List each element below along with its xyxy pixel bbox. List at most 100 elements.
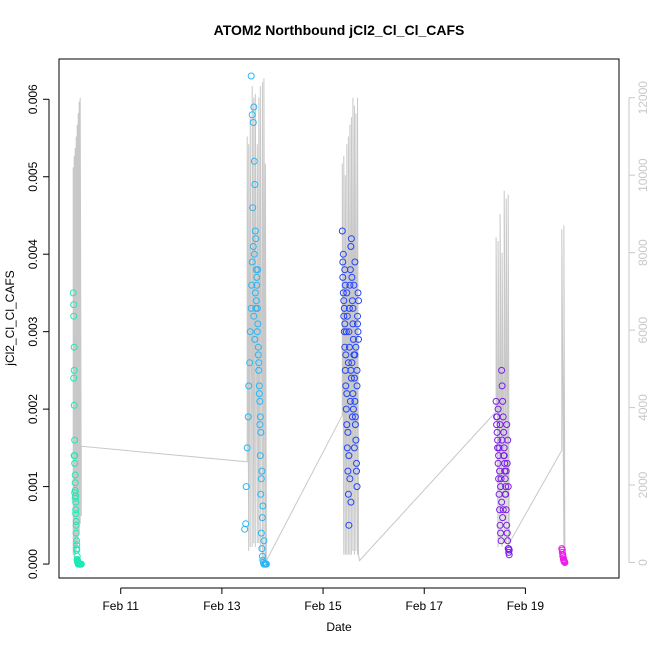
data-point [260, 537, 268, 545]
plot-frame [58, 58, 620, 579]
series-1 [241, 72, 270, 568]
data-point [350, 281, 358, 289]
data-point [353, 459, 360, 467]
data-point [342, 351, 350, 359]
data-point [70, 312, 78, 320]
data-point [354, 289, 362, 297]
altitude-line [72, 78, 566, 562]
data-point [70, 452, 78, 460]
data-point [354, 312, 361, 320]
data-point [499, 514, 507, 522]
data-point [75, 560, 83, 568]
data-point [504, 483, 512, 491]
data-point [345, 304, 353, 312]
data-point [339, 258, 347, 266]
data-point [503, 529, 511, 537]
data-point [499, 397, 507, 405]
data-point [503, 521, 511, 529]
data-point [349, 335, 357, 343]
data-point [355, 297, 362, 305]
data-point [339, 250, 347, 258]
data-point [250, 103, 258, 111]
data-point [497, 529, 505, 537]
data-point [348, 413, 356, 421]
data-point [341, 343, 349, 351]
data-point [71, 494, 79, 502]
y2-tick-label: 2000 [636, 471, 650, 498]
data-point [256, 413, 264, 421]
data-point [257, 490, 265, 498]
data-point [346, 475, 354, 483]
data-point [259, 502, 267, 510]
data-point [501, 459, 509, 467]
data-point [353, 382, 361, 390]
data-point [339, 273, 347, 281]
data-point [343, 289, 351, 297]
data-point [340, 328, 348, 336]
data-point [256, 452, 264, 460]
y2-tick-label: 12000 [636, 81, 650, 115]
data-point [343, 421, 351, 429]
data-point [339, 289, 347, 297]
data-point [353, 483, 361, 491]
data-point [498, 366, 506, 374]
data-point [71, 471, 79, 479]
data-point [251, 289, 259, 297]
data-point [254, 343, 262, 351]
data-point [493, 413, 501, 421]
y2-axis: 0 2000 4000 6000 8000 10000 12000 [628, 81, 650, 566]
data-point [502, 483, 510, 491]
data-point [73, 545, 81, 553]
data-point [343, 444, 351, 452]
data-point [77, 560, 85, 568]
data-point [70, 401, 78, 409]
data-point [69, 289, 77, 297]
data-point [500, 452, 508, 460]
x-axis-label: Date [326, 620, 352, 634]
y-axis-label: jCl2_Cl_Cl_CAFS [3, 270, 17, 366]
series-3 [492, 366, 513, 559]
data-point [341, 320, 349, 328]
data-point [347, 235, 355, 243]
data-point [349, 320, 357, 328]
y-tick-label: 0.005 [26, 161, 40, 191]
data-point [252, 235, 260, 243]
data-point [255, 390, 263, 398]
data-point [72, 498, 80, 506]
data-point [250, 157, 258, 165]
data-point [344, 428, 352, 436]
series-2 [338, 227, 362, 529]
data-point [252, 304, 260, 312]
y-tick-label: 0.002 [26, 394, 40, 424]
data-point [349, 304, 357, 312]
data-point [341, 281, 349, 289]
data-point [498, 436, 506, 444]
y2-tick-label: 4000 [636, 394, 650, 421]
data-point [72, 510, 80, 518]
data-point [351, 258, 359, 266]
data-point [248, 111, 256, 119]
data-point [258, 467, 266, 475]
data-point [340, 304, 348, 312]
data-point [247, 72, 255, 80]
data-point [505, 546, 513, 554]
data-point [72, 529, 80, 537]
data-point [496, 521, 504, 529]
data-point [70, 366, 78, 374]
data-point [258, 514, 266, 522]
data-point [255, 382, 263, 390]
data-point [503, 459, 511, 467]
y2-tick-label: 0 [636, 559, 650, 566]
data-point [252, 297, 260, 305]
data-point [501, 490, 509, 498]
data-point [346, 281, 354, 289]
data-point [351, 351, 359, 359]
data-point [342, 382, 350, 390]
points-layer [69, 72, 569, 568]
data-point [248, 281, 256, 289]
data-point [243, 444, 251, 452]
y-tick-label: 0.003 [26, 316, 40, 346]
series-4 [558, 545, 569, 566]
data-point [71, 436, 79, 444]
